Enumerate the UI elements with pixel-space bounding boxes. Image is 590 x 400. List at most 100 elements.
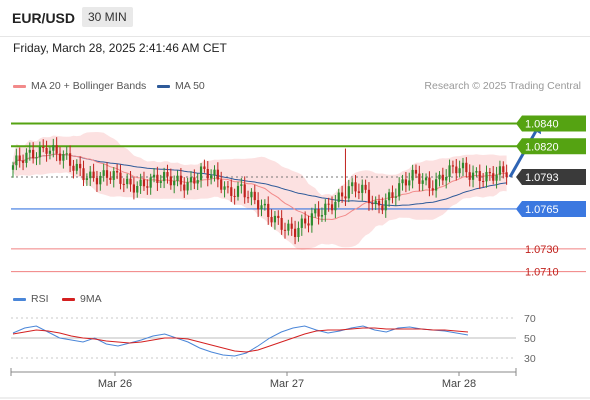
candle-body — [28, 149, 31, 153]
candle-body — [391, 192, 394, 198]
candle-body — [498, 166, 502, 175]
candle-body — [290, 223, 293, 229]
candle-body — [159, 181, 162, 183]
candle-body — [384, 200, 387, 211]
candle-body — [408, 180, 411, 186]
candle-body — [431, 188, 434, 191]
candle-body — [381, 205, 384, 211]
candle-body — [95, 178, 99, 185]
chart-header: EUR/USD 30 MIN — [0, 0, 590, 37]
legend-ma20-label: MA 20 + Bollinger Bands — [31, 80, 147, 92]
candle-body — [126, 178, 129, 185]
level-label-1.0765: 1.0765 — [525, 204, 559, 216]
timeframe-button[interactable]: 30 MIN — [82, 7, 133, 27]
candle-body — [129, 178, 132, 185]
candle-body — [166, 172, 169, 177]
candle-body — [65, 153, 68, 155]
candle-body — [377, 200, 381, 206]
candle-body — [82, 168, 85, 180]
candle-body — [246, 197, 250, 199]
level-label-1.0710: 1.0710 — [525, 267, 559, 279]
candle-body — [428, 177, 431, 189]
price-levels — [11, 122, 586, 273]
candle-body — [21, 160, 25, 163]
candle-body — [492, 173, 495, 181]
candle-body — [435, 179, 438, 191]
candle-body — [461, 162, 465, 169]
candle-body — [163, 172, 166, 182]
candle-body — [257, 200, 260, 210]
candle-body — [243, 184, 246, 198]
legend-ma50-label: MA 50 — [175, 80, 205, 92]
candle-body — [471, 172, 475, 180]
legend-ma20: MA 20 + Bollinger Bands — [13, 80, 146, 92]
level-label-1.0730: 1.0730 — [525, 244, 559, 256]
candle-body — [226, 186, 230, 188]
candle-body — [15, 155, 18, 166]
candle-body — [213, 169, 216, 176]
moving-averages — [12, 153, 507, 221]
candle-body — [488, 171, 491, 174]
rsi-swatch — [13, 297, 26, 301]
x-tick-label: Mar 28 — [442, 378, 476, 390]
candle-body — [374, 200, 377, 205]
level-labels: 1.0840 1.0820 1.0793 1.0765 1.0730 1.0710 — [516, 115, 586, 279]
candle-body — [116, 171, 119, 173]
candle-body — [236, 185, 240, 197]
candle-body — [283, 229, 287, 231]
candle-body — [32, 149, 35, 159]
candle-body — [173, 180, 176, 186]
x-tick-label: Mar 27 — [270, 378, 304, 390]
candle-body — [132, 184, 135, 193]
candle-body — [310, 213, 313, 226]
candle-body — [102, 170, 105, 176]
ma50-swatch — [157, 84, 170, 88]
candle-body — [421, 180, 424, 184]
candle-body — [85, 178, 88, 180]
level-label-1.0793: 1.0793 — [525, 172, 559, 184]
candle-body — [505, 172, 508, 178]
candle-body — [183, 184, 186, 191]
rsi-ma-line — [12, 327, 469, 353]
candle-body — [367, 189, 371, 204]
candle-body — [48, 150, 52, 154]
candle-body — [52, 145, 55, 151]
candle-body — [388, 192, 391, 201]
candle-body — [79, 163, 82, 169]
candle-body — [394, 196, 397, 198]
candle-body — [398, 183, 401, 197]
candle-body — [304, 218, 307, 224]
candle-body — [418, 173, 421, 184]
candle-body — [361, 184, 364, 193]
rsi-tick-50: 50 — [524, 333, 536, 345]
candle-body — [72, 165, 75, 171]
candle-body — [38, 146, 41, 158]
candle-body — [99, 175, 102, 185]
candle-body — [253, 191, 256, 201]
symbol-label: EUR/USD — [12, 10, 76, 26]
candle-body — [45, 148, 48, 154]
candle-body — [411, 169, 414, 181]
candle-body — [149, 177, 152, 188]
candle-body — [92, 171, 95, 179]
candle-body — [465, 162, 468, 173]
candle-body — [364, 184, 367, 190]
bollinger-band — [13, 132, 507, 250]
candle-body — [468, 172, 471, 180]
candle-body — [240, 184, 243, 186]
candle-body — [176, 175, 179, 181]
rsi-tick-70: 70 — [524, 313, 536, 325]
candle-body — [139, 179, 142, 186]
candle-body — [186, 182, 189, 191]
candle-body — [11, 165, 15, 170]
candle-body — [451, 165, 455, 167]
candle-body — [156, 174, 159, 183]
rsi-panel: 70 50 30 — [11, 313, 536, 365]
candle-body — [277, 215, 280, 219]
candle-body — [179, 175, 183, 185]
level-tag-bg-1.0765 — [516, 200, 586, 217]
candle-body — [142, 179, 146, 187]
candle-body — [482, 181, 485, 183]
candle-body — [354, 182, 357, 192]
